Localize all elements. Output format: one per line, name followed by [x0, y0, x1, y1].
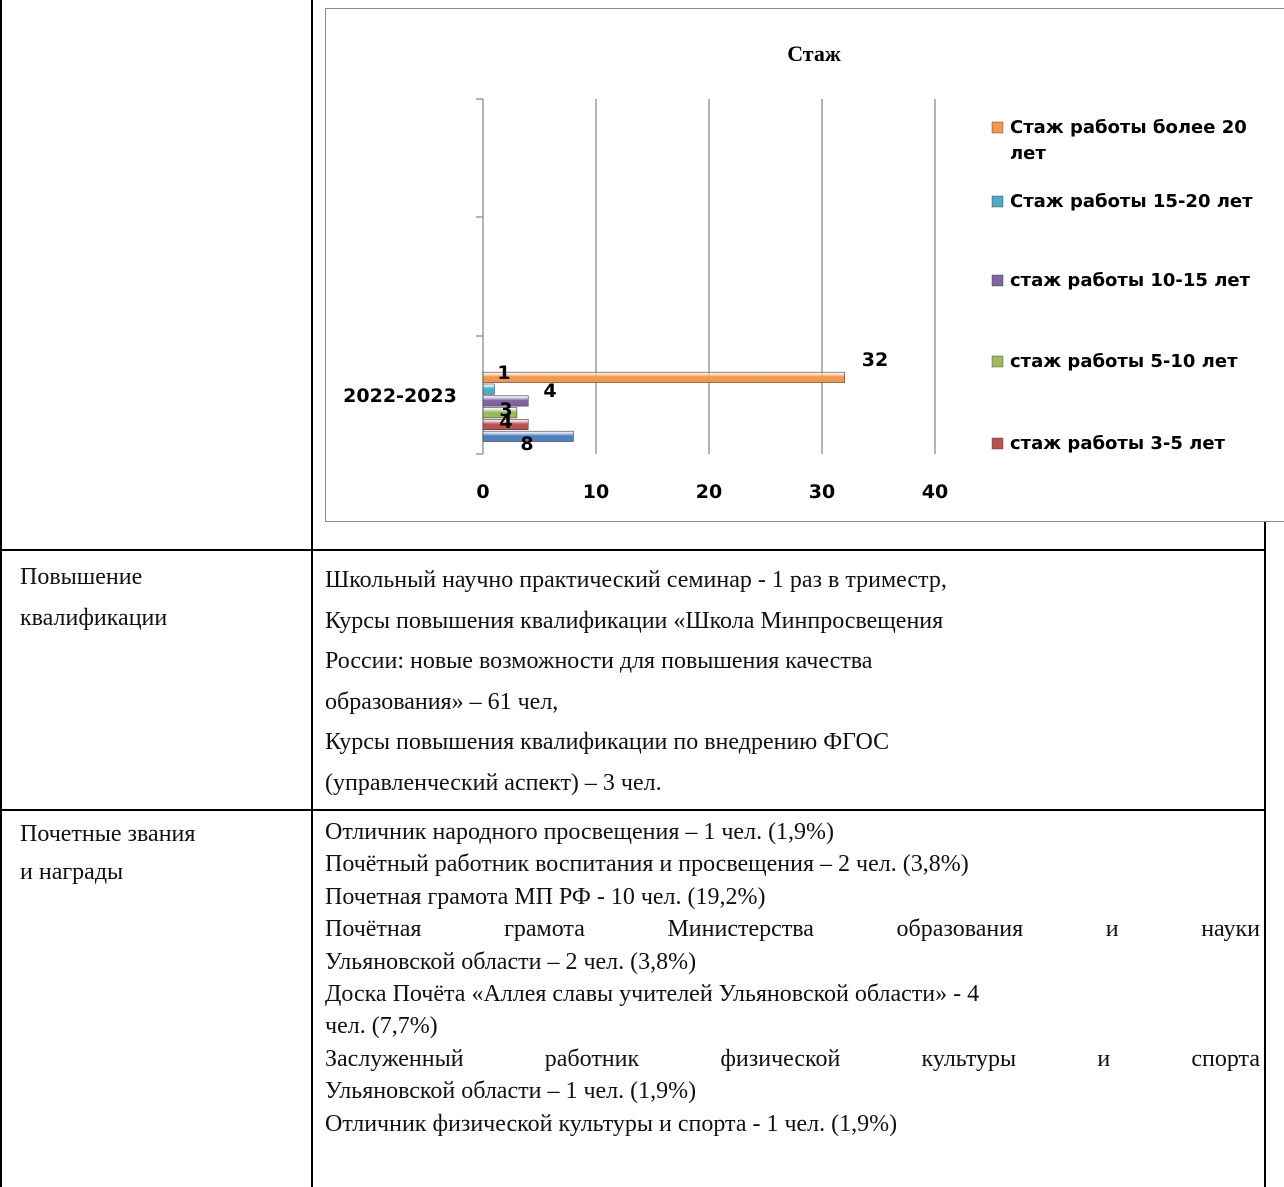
category-label: 2022-2023 — [343, 385, 457, 407]
x-tick-label: 30 — [809, 481, 835, 503]
x-tick-label: 40 — [922, 481, 948, 503]
row3-word: грамота — [504, 916, 585, 943]
row3-word: работник — [544, 1045, 640, 1072]
data-label: 1 — [497, 362, 510, 384]
row3-word: Заслуженный — [325, 1045, 464, 1072]
row3-word: культуры — [921, 1045, 1017, 1072]
row2-label-line: квалификации — [20, 605, 168, 631]
row3-word: и — [1105, 916, 1119, 943]
row3-word: науки — [1201, 916, 1260, 943]
row2-content: Школьный научно практический семинар - 1… — [325, 560, 947, 804]
row2-line: Школьный научно практический семинар - 1… — [325, 567, 947, 593]
data-label: 4 — [543, 380, 556, 402]
row3-label-line: и награды — [20, 859, 124, 885]
row3-word: Министерства — [667, 916, 814, 943]
row2-label: Повышение квалификации — [20, 557, 167, 639]
chart-title: Стаж — [787, 41, 841, 66]
legend-label: стаж работы 10-15 лет — [1010, 270, 1251, 291]
x-tick-label: 0 — [476, 481, 489, 503]
bar — [482, 395, 529, 407]
row3-word: и — [1097, 1045, 1111, 1072]
row3-line: Доска Почёта «Аллея славы учителей Ульян… — [325, 981, 980, 1008]
legend-swatch — [991, 437, 1004, 450]
row-divider-2 — [0, 809, 1266, 811]
table-border-right — [1264, 522, 1266, 1187]
row3-label-line: Почетные звания — [20, 821, 196, 847]
row3-label: Почетные звания и награды — [20, 815, 195, 891]
legend-swatch — [991, 274, 1004, 287]
bar — [482, 371, 845, 383]
row3-line: Отличник народного просвещения – 1 чел. … — [325, 819, 835, 845]
legend-swatch — [991, 195, 1004, 208]
table-border-left — [0, 0, 2, 1187]
row2-line: Курсы повышения квалификации «Школа Минп… — [325, 607, 944, 634]
row3-line: Почётная грамота Министерства образования и н… — [325, 913, 1260, 945]
legend-swatch — [991, 355, 1004, 368]
row3-line: Почётный работник воспитания и просвещен… — [325, 851, 969, 878]
row3-word: спорта — [1191, 1045, 1260, 1072]
legend-label: лет — [1010, 143, 1046, 164]
bar — [482, 407, 518, 419]
data-label: 32 — [862, 349, 888, 371]
bar — [482, 430, 574, 442]
row3-line: Ульяновской области – 1 чел. (1,9%) — [325, 1078, 697, 1105]
legend-label: Стаж работы 15-20 лет — [1010, 191, 1253, 212]
legend-swatch — [991, 121, 1004, 134]
x-tick-label: 20 — [696, 481, 722, 503]
legend-label: стаж работы 5-10 лет — [1010, 351, 1238, 372]
row3-line: Отличник физической культуры и спорта - … — [325, 1110, 898, 1137]
row3-line: Заслуженный работник физической культуры и сп… — [325, 1043, 1260, 1075]
row-divider-1 — [0, 549, 1266, 551]
data-label: 8 — [520, 433, 533, 455]
row2-line: (управленческий аспект) – 3 чел. — [325, 769, 662, 796]
row3-content: Отличник народного просвещения – 1 чел. … — [325, 816, 1260, 1140]
row2-line: Курсы повышения квалификации по внедрени… — [325, 729, 890, 756]
row3-line: Почетная грамота МП РФ - 10 чел. (19,2%) — [325, 883, 766, 910]
x-tick-label: 10 — [583, 481, 609, 503]
chart-frame: Стаж 0 10 20 30 40 2022-2023 8 4 3 4 1 32 Стаж раб… — [325, 8, 1284, 522]
row3-line: чел. (7,7%) — [325, 1013, 438, 1040]
legend-label: Стаж работы более 20 — [1010, 117, 1247, 138]
row2-line: России: новые возможности для повышения … — [325, 648, 873, 675]
legend-label: стаж работы 3-5 лет — [1010, 433, 1226, 454]
row3-word: образования — [896, 916, 1024, 943]
bar — [482, 383, 495, 395]
data-label: 3 — [499, 399, 512, 421]
row2-label-line: Повышение — [20, 564, 143, 590]
row3-line: Ульяновской области – 2 чел. (3,8%) — [325, 948, 697, 975]
bar — [482, 419, 529, 430]
row2-line: образования» – 61 чел, — [325, 688, 559, 715]
row3-word: Почётная — [325, 916, 422, 943]
table-divider-column — [311, 0, 313, 1187]
data-label: 4 — [499, 411, 512, 433]
row3-word: физической — [720, 1045, 841, 1072]
